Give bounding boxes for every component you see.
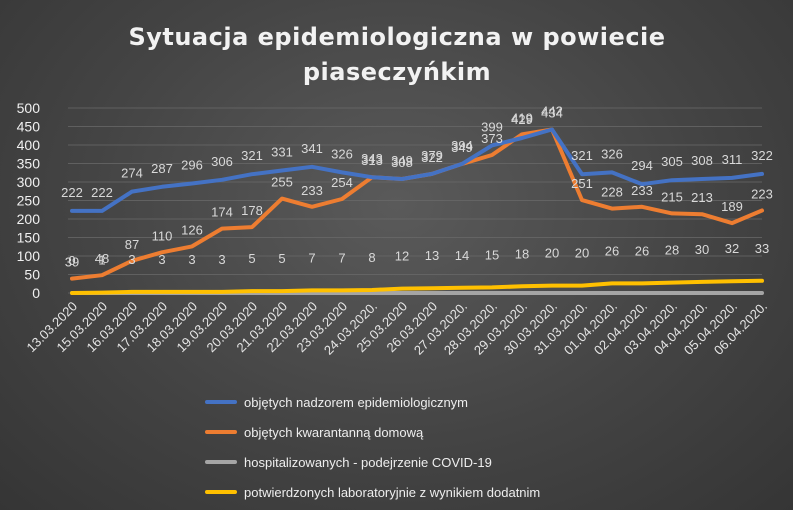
series-line-3: [70, 278, 764, 295]
data-label: 321: [571, 148, 593, 163]
data-label: 8: [368, 250, 375, 265]
y-tick-label: 450: [17, 119, 41, 135]
data-label: 1: [98, 253, 105, 268]
data-label: 174: [211, 205, 233, 220]
data-label: 326: [331, 146, 353, 161]
data-label: 26: [605, 243, 619, 258]
data-label: 5: [278, 251, 285, 266]
series-line-0: [70, 127, 764, 213]
chart-title-line-1: Sytuacja epidemiologiczna w powiecie: [128, 23, 665, 51]
legend-label: potwierdzonych laboratoryjnie z wynikiem…: [244, 485, 540, 500]
data-label: 308: [691, 153, 713, 168]
data-label: 442: [541, 103, 563, 118]
data-label: 3: [218, 252, 225, 267]
series-lines: [70, 127, 764, 295]
grid: [68, 107, 762, 294]
data-label: 434: [541, 105, 563, 120]
data-label: 419: [511, 110, 533, 125]
data-label: 7: [338, 250, 345, 265]
y-axis: 0 50 100 150 200 250 300 350 400 450 500: [17, 100, 41, 301]
data-label: 39: [65, 255, 79, 270]
data-label: 213: [691, 190, 713, 205]
legend: objętych nadzorem epidemiologicznym objęt…: [205, 395, 540, 500]
data-label: 287: [151, 161, 173, 176]
data-label: 379: [421, 148, 443, 163]
data-label: 296: [181, 157, 203, 172]
y-tick-label: 100: [17, 248, 41, 264]
data-label: 305: [661, 154, 683, 169]
legend-label: hospitalizowanych - podejrzenie COVID-19: [244, 455, 492, 470]
data-label: 306: [211, 154, 233, 169]
data-label: 331: [271, 145, 293, 160]
data-label: 5: [248, 251, 255, 266]
y-tick-label: 150: [17, 230, 41, 246]
data-label: 373: [481, 131, 503, 146]
data-label: 326: [601, 146, 623, 161]
legend-label: objętych kwarantanną domową: [244, 425, 424, 440]
data-label: 20: [575, 246, 589, 261]
data-label: 394: [451, 138, 473, 153]
y-tick-label: 250: [17, 193, 41, 209]
data-label: 322: [751, 148, 773, 163]
data-label: 222: [61, 185, 83, 200]
data-label: 341: [301, 141, 323, 156]
data-label: 32: [725, 241, 739, 256]
data-label: 274: [121, 166, 143, 181]
y-tick-label: 300: [17, 174, 41, 190]
data-label: 233: [301, 183, 323, 198]
data-label: 251: [571, 176, 593, 191]
data-label: 14: [455, 248, 469, 263]
data-label: 255: [271, 175, 293, 190]
data-label: 178: [241, 203, 263, 218]
data-label: 87: [125, 237, 139, 252]
chart-title-line-2: piaseczyńkim: [303, 58, 491, 86]
data-label: 311: [722, 152, 743, 167]
data-label: 322: [421, 150, 443, 165]
legend-label: objętych nadzorem epidemiologicznym: [244, 395, 468, 410]
x-axis: 13.03.202015.03.202016.03.202017.03.2020…: [23, 299, 770, 358]
data-label: 321: [241, 148, 263, 163]
data-label: 30: [695, 242, 709, 257]
data-label: 126: [181, 222, 203, 237]
y-tick-label: 50: [24, 267, 40, 283]
data-label: 15: [485, 247, 499, 262]
data-label: 0: [68, 253, 75, 268]
data-label: 28: [665, 243, 679, 258]
data-label: 3: [158, 252, 165, 267]
y-tick-label: 400: [17, 137, 41, 153]
data-label: 313: [361, 153, 383, 168]
data-label: 294: [631, 158, 653, 173]
data-label: 222: [91, 185, 113, 200]
y-tick-label: 350: [17, 156, 41, 172]
data-label: 429: [511, 112, 533, 127]
data-label: 308: [391, 155, 413, 170]
data-label: 343: [361, 151, 383, 166]
data-label: 13: [425, 248, 439, 263]
data-label: 26: [635, 243, 649, 258]
data-label: 48: [95, 251, 109, 266]
data-label: 228: [601, 185, 623, 200]
y-tick-label: 0: [32, 285, 40, 301]
data-label: 33: [755, 241, 769, 256]
data-label: 20: [545, 246, 559, 261]
data-label: 233: [631, 183, 653, 198]
data-label: 399: [481, 119, 503, 134]
data-label: 3: [128, 252, 135, 267]
data-label: 3: [188, 252, 195, 267]
data-label: 110: [152, 228, 173, 243]
data-label: 189: [721, 199, 743, 214]
data-label: 223: [751, 186, 773, 201]
data-label: 349: [451, 140, 473, 155]
data-label: 7: [308, 250, 315, 265]
data-label: 12: [395, 249, 409, 264]
y-tick-label: 200: [17, 211, 41, 227]
data-label: 215: [661, 189, 683, 204]
data-label: 18: [515, 246, 529, 261]
y-tick-label: 500: [17, 100, 41, 116]
data-label: 254: [331, 175, 353, 190]
data-label: 349: [391, 153, 413, 168]
